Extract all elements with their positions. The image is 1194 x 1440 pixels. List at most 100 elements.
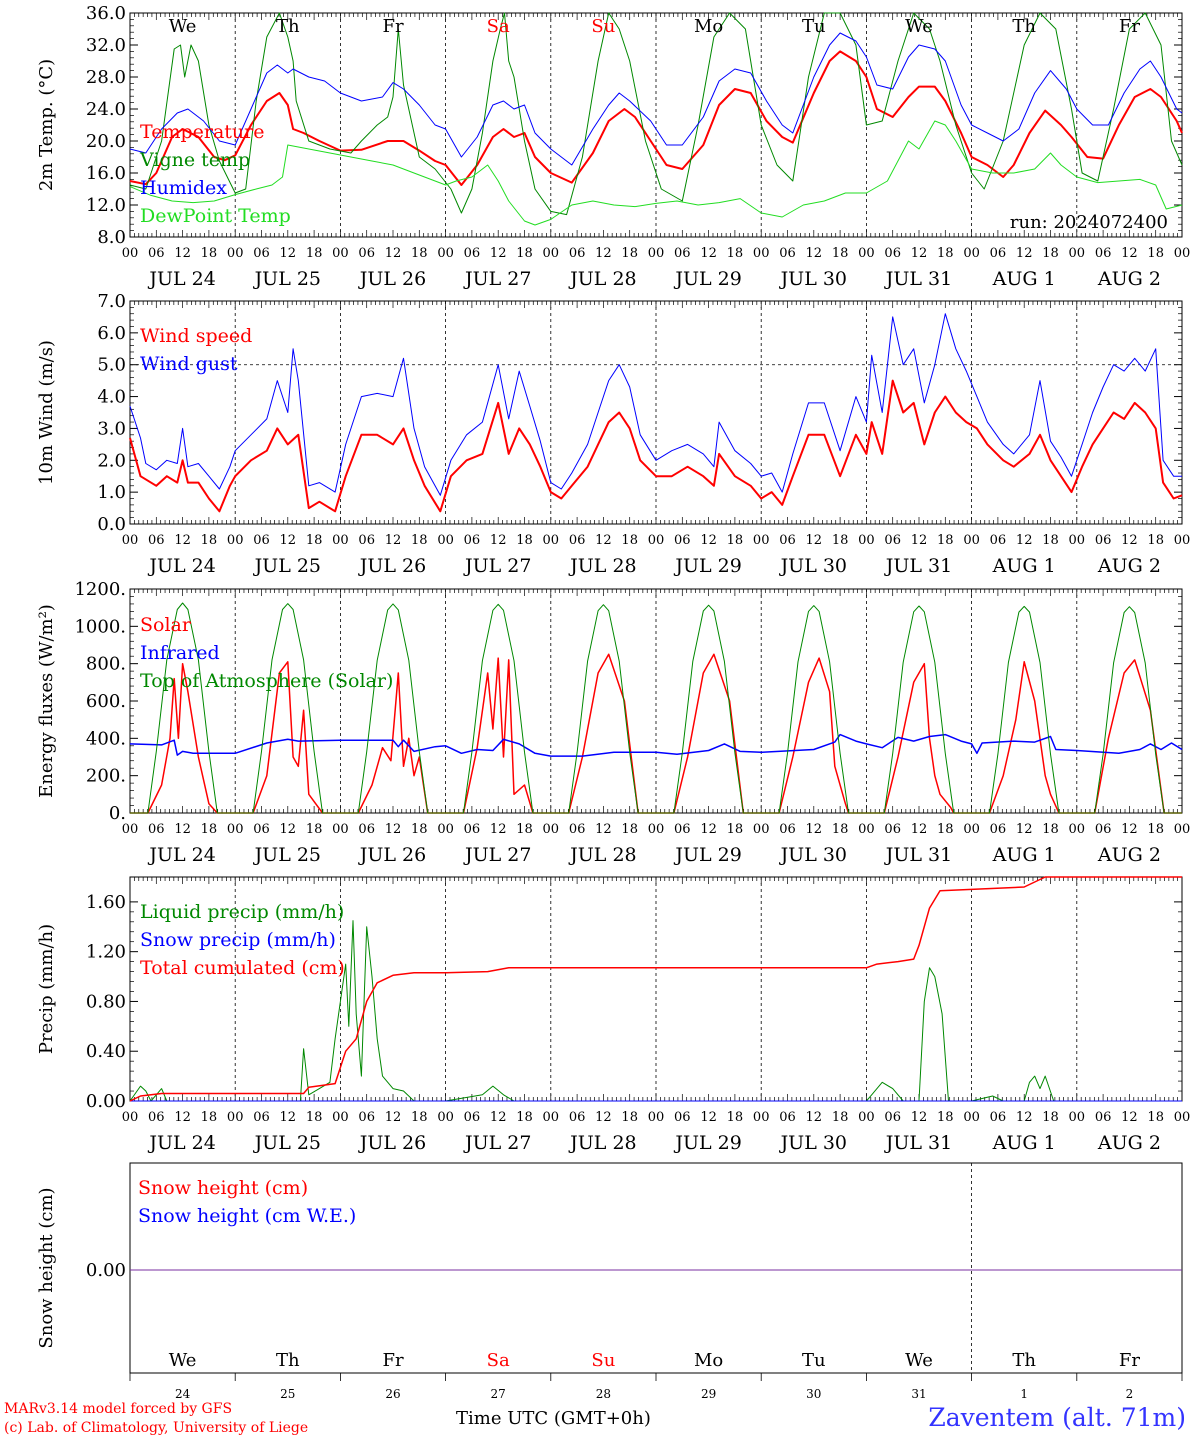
hour-label: 06	[1095, 246, 1112, 261]
hour-label: 18	[306, 246, 323, 261]
hour-label: 06	[148, 533, 165, 548]
y-tick-label: 200.	[86, 766, 126, 787]
weekday-label: Fr	[382, 16, 403, 37]
hour-label: 18	[937, 1110, 954, 1125]
date-label: JUL 24	[147, 1132, 215, 1154]
legend-entry: Top of Atmosphere (Solar)	[140, 670, 393, 692]
weekday-label: Th	[1012, 16, 1036, 37]
hour-label: 12	[1121, 533, 1138, 548]
date-label: AUG 2	[1097, 268, 1161, 290]
hour-label: 00	[753, 822, 770, 837]
hour-label: 18	[1042, 246, 1059, 261]
legend-entry: Humidex	[140, 177, 227, 199]
y-tick-label: 1200.	[74, 579, 126, 600]
hour-label: 18	[937, 822, 954, 837]
hour-label: 18	[832, 246, 849, 261]
hour-label: 00	[437, 822, 454, 837]
weekday-label: Fr	[382, 1350, 403, 1371]
hour-label: 12	[1016, 822, 1033, 837]
hour-label: 00	[1174, 533, 1191, 548]
hour-label: 12	[490, 533, 507, 548]
y-tick-label: 1.60	[86, 892, 126, 913]
y-tick-label: 0.80	[86, 991, 126, 1012]
hour-label: 18	[306, 1110, 323, 1125]
hour-label: 12	[174, 1110, 191, 1125]
hour-label: 18	[937, 533, 954, 548]
hour-label: 18	[1042, 822, 1059, 837]
date-label: JUL 27	[463, 555, 531, 577]
hour-label: 00	[648, 1110, 665, 1125]
hour-label: 12	[911, 533, 928, 548]
hour-label: 06	[990, 533, 1007, 548]
y-axis-title: Precip (mm/h)	[36, 924, 57, 1054]
date-label: JUL 27	[463, 844, 531, 866]
day-number-label: 27	[491, 1387, 506, 1401]
hour-label: 06	[884, 822, 901, 837]
hour-label: 00	[753, 533, 770, 548]
hour-label: 18	[832, 1110, 849, 1125]
run-annotation: run: 2024072400	[1010, 212, 1168, 233]
hour-label: 00	[753, 1110, 770, 1125]
hour-label: 00	[1174, 822, 1191, 837]
hour-label: 00	[543, 246, 560, 261]
hour-label: 06	[464, 1110, 481, 1125]
hour-label: 06	[990, 246, 1007, 261]
date-label: JUL 29	[673, 844, 741, 866]
hour-label: 00	[543, 1110, 560, 1125]
hour-label: 00	[753, 246, 770, 261]
hour-label: 18	[1042, 533, 1059, 548]
panel-3: 0. 200. 400. 600. 800. 1000. 1200. Energy fluxe…	[36, 579, 1190, 866]
series-line	[129, 733, 1183, 757]
hour-label: 06	[464, 246, 481, 261]
hour-label: 06	[464, 822, 481, 837]
day-number-label: 26	[385, 1387, 400, 1401]
hour-label: 18	[201, 246, 218, 261]
series-line	[130, 653, 1182, 814]
y-axis-title: 10m Wind (m/s)	[36, 340, 57, 485]
hour-label: 00	[963, 533, 980, 548]
hour-label: 00	[1069, 246, 1086, 261]
weekday-label: Mo	[694, 16, 723, 37]
plot-frame	[129, 588, 1183, 814]
hour-label: 18	[516, 246, 533, 261]
hour-label: 12	[1121, 1110, 1138, 1125]
weekday-label: Su	[591, 1350, 615, 1371]
hour-label: 00	[648, 822, 665, 837]
hour-label: 12	[700, 533, 717, 548]
hour-label: 00	[122, 533, 139, 548]
weekday-label: Su	[591, 16, 615, 37]
date-label: JUL 28	[568, 1132, 636, 1154]
hour-label: 00	[648, 533, 665, 548]
hour-label: 00	[858, 1110, 875, 1125]
hour-label: 18	[201, 822, 218, 837]
day-number-label: 29	[701, 1387, 716, 1401]
hour-label: 00	[437, 246, 454, 261]
hour-label: 00	[963, 246, 980, 261]
hour-label: 12	[595, 246, 612, 261]
date-label: JUL 25	[253, 555, 321, 577]
y-tick-label: 800.	[86, 654, 126, 675]
hour-label: 18	[727, 1110, 744, 1125]
hour-label: 06	[674, 822, 691, 837]
hour-label: 00	[1174, 246, 1191, 261]
weekday-label: Th	[276, 16, 300, 37]
hour-label: 18	[1147, 246, 1164, 261]
y-tick-label: 20.0	[86, 131, 126, 152]
hour-label: 12	[911, 1110, 928, 1125]
hour-label: 00	[963, 1110, 980, 1125]
hour-label: 00	[1069, 1110, 1086, 1125]
date-label: JUL 24	[147, 844, 215, 866]
panel-2: 0.0 1.0 2.0 3.0 4.0 5.0 6.0 7.0 10m Wind (m/s) Wi…	[36, 291, 1190, 577]
y-tick-label: 32.0	[86, 35, 126, 56]
date-label: JUL 27	[463, 1132, 531, 1154]
hour-label: 18	[621, 246, 638, 261]
legend-entry: Snow precip (mm/h)	[140, 929, 336, 951]
hour-label: 18	[306, 533, 323, 548]
y-tick-label: 16.0	[86, 163, 126, 184]
weekday-label: Sa	[487, 16, 510, 37]
hour-label: 12	[490, 822, 507, 837]
hour-label: 12	[1016, 533, 1033, 548]
y-tick-label: 36.0	[86, 3, 126, 24]
hour-label: 06	[884, 1110, 901, 1125]
hour-label: 00	[543, 533, 560, 548]
